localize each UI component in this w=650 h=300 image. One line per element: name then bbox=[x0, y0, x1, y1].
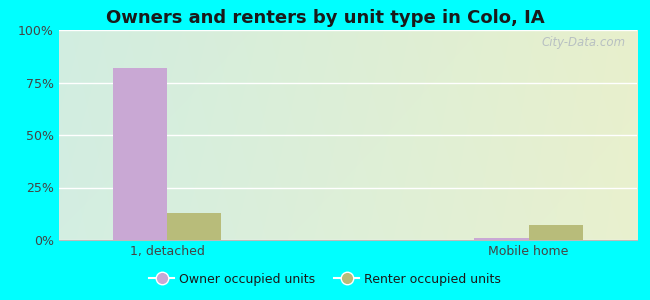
Bar bbox=[528, 225, 583, 240]
Legend: Owner occupied units, Renter occupied units: Owner occupied units, Renter occupied un… bbox=[144, 268, 506, 291]
Bar bbox=[167, 213, 221, 240]
Text: Owners and renters by unit type in Colo, IA: Owners and renters by unit type in Colo,… bbox=[106, 9, 544, 27]
Bar bbox=[474, 238, 528, 240]
Bar bbox=[112, 68, 167, 240]
Text: City-Data.com: City-Data.com bbox=[541, 36, 625, 49]
